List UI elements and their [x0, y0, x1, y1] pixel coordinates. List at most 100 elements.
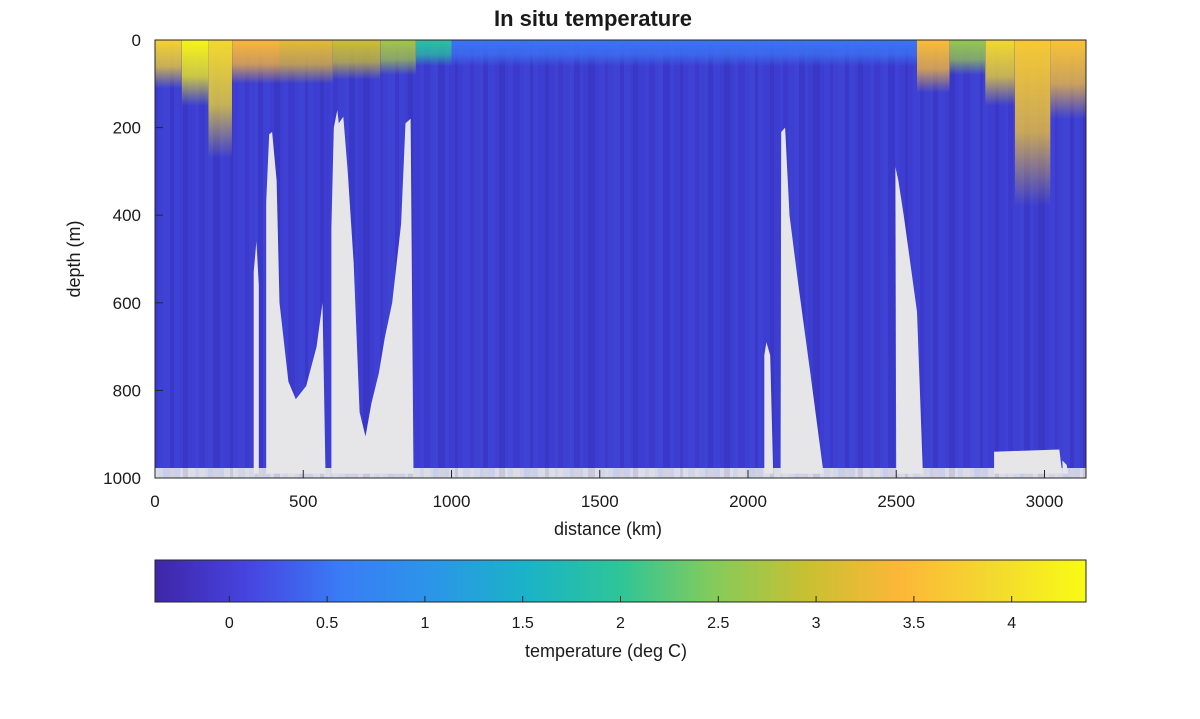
profile-column: [570, 40, 574, 478]
chart-title: In situ temperature: [494, 6, 692, 31]
profile-column: [158, 40, 163, 478]
profile-column: [1058, 40, 1063, 478]
profile-column: [558, 40, 563, 478]
profile-column: [820, 40, 824, 478]
profile-column: [845, 40, 849, 478]
no-data-gap-a: [253, 241, 259, 474]
profile-column: [708, 40, 713, 478]
profile-column: [388, 40, 395, 478]
profile-column: [358, 40, 363, 478]
profile-column: [474, 40, 480, 478]
profile-column: [913, 40, 920, 478]
profile-column: [355, 40, 358, 478]
profile-column: [1005, 40, 1008, 478]
x-tick-label: 500: [289, 492, 317, 511]
y-axis-label: depth (m): [64, 220, 84, 297]
profile-column: [724, 40, 730, 478]
surface-segment: [1050, 40, 1086, 119]
colorbar-tick-label: 4: [1007, 615, 1016, 632]
profile-column: [930, 40, 933, 478]
x-tick-label: 0: [150, 492, 159, 511]
profile-column: [699, 40, 705, 478]
no-data-gap-f: [895, 167, 923, 474]
profile-column: [533, 40, 538, 478]
profile-column: [470, 40, 474, 478]
profile-column: [688, 40, 695, 478]
profile-column: [438, 40, 445, 478]
profile-column: [413, 40, 420, 478]
no-data-gap-e: [780, 127, 824, 474]
profile-column: [613, 40, 620, 478]
colorbar-tick-label: 3: [812, 615, 821, 632]
x-tick-label: 1500: [581, 492, 619, 511]
profile-column: [545, 40, 549, 478]
profile-column: [1008, 40, 1013, 478]
profile-column: [645, 40, 649, 478]
surface-segment: [1014, 40, 1051, 207]
profile-column: [863, 40, 870, 478]
profile-column: [395, 40, 399, 478]
profile-column: [380, 40, 383, 478]
profile-column: [620, 40, 624, 478]
profile-column: [733, 40, 738, 478]
profile-column: [170, 40, 174, 478]
profile-column: [870, 40, 874, 478]
profile-column: [630, 40, 633, 478]
profile-column: [695, 40, 699, 478]
profile-column: [658, 40, 663, 478]
profile-column: [508, 40, 513, 478]
profile-column: [183, 40, 188, 478]
profile-column: [958, 40, 963, 478]
profile-column: [574, 40, 580, 478]
profile-column: [174, 40, 180, 478]
profile-column: [213, 40, 220, 478]
y-tick-label: 200: [113, 119, 141, 138]
profile-column: [455, 40, 458, 478]
profile-column: [938, 40, 945, 478]
profile-column: [799, 40, 805, 478]
profile-column: [249, 40, 255, 478]
profile-column: [880, 40, 883, 478]
plot-area: [155, 40, 1086, 478]
colorbar-tick-label: 1: [420, 615, 429, 632]
profile-column: [1038, 40, 1045, 478]
profile-column: [549, 40, 555, 478]
y-tick-label: 600: [113, 294, 141, 313]
profile-column: [683, 40, 688, 478]
profile-column: [495, 40, 499, 478]
no-data-gap-c: [331, 110, 414, 474]
profile-column: [633, 40, 638, 478]
surface-segment: [985, 40, 1015, 106]
profile-column: [674, 40, 680, 478]
profile-column: [488, 40, 495, 478]
profile-column: [745, 40, 749, 478]
surface-segment: [208, 40, 233, 159]
profile-column: [180, 40, 183, 478]
profile-column: [945, 40, 949, 478]
no-data-gap-b: [266, 132, 326, 474]
profile-column: [420, 40, 424, 478]
colorbar-tick-label: 0: [225, 615, 234, 632]
profile-column: [824, 40, 830, 478]
profile-column: [983, 40, 988, 478]
profile-column: [649, 40, 655, 478]
profile-column: [583, 40, 588, 478]
profile-column: [538, 40, 545, 478]
profile-column: [370, 40, 374, 478]
profile-column: [188, 40, 195, 478]
profile-column: [324, 40, 330, 478]
profile-column: [224, 40, 230, 478]
profile-column: [230, 40, 233, 478]
profile-column: [974, 40, 980, 478]
profile-column: [988, 40, 995, 478]
profile-column: [805, 40, 808, 478]
profile-column: [980, 40, 983, 478]
profile-column: [383, 40, 388, 478]
profile-column: [908, 40, 913, 478]
profile-column: [374, 40, 380, 478]
profile-column: [299, 40, 305, 478]
surface-segment: [451, 40, 917, 67]
profile-column: [795, 40, 799, 478]
profile-column: [1055, 40, 1058, 478]
profile-column: [1070, 40, 1074, 478]
